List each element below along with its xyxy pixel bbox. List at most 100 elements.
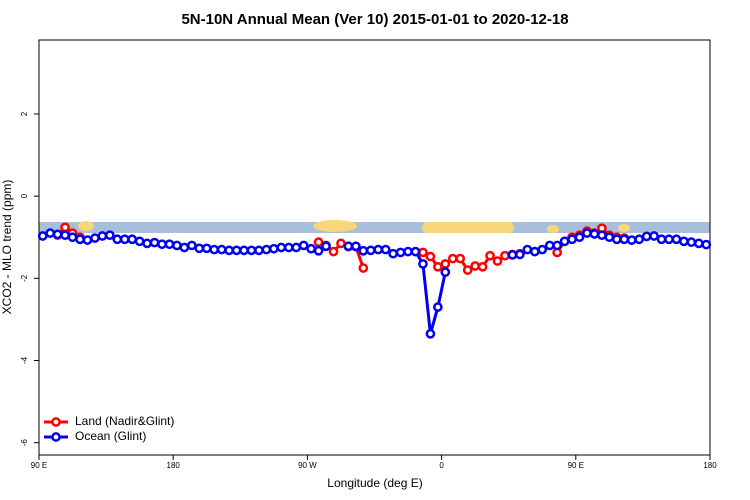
data-point [477, 261, 488, 272]
data-point [626, 235, 637, 245]
data-point [201, 243, 212, 254]
data-point [440, 267, 451, 278]
data-point [164, 239, 175, 250]
data-point [679, 236, 689, 247]
y-axis-label: XCO2 - MLO trend (ppm) [0, 180, 14, 315]
land-shape [618, 224, 630, 232]
land-shape [78, 221, 94, 231]
data-point [462, 265, 473, 275]
land-shape [422, 222, 514, 233]
data-point [52, 229, 63, 240]
data-point [664, 234, 674, 245]
data-point [418, 247, 428, 258]
legend-marker [51, 417, 61, 427]
data-point [418, 259, 428, 269]
data-point [321, 241, 331, 252]
data-point [336, 238, 346, 249]
data-point [60, 230, 70, 241]
data-point [75, 234, 85, 245]
data-point [179, 242, 190, 253]
data-point [283, 242, 294, 253]
data-point [127, 234, 138, 245]
data-point [67, 232, 78, 243]
data-point [589, 229, 600, 239]
data-point [254, 245, 264, 256]
data-point [216, 244, 227, 255]
data-point [515, 249, 525, 260]
data-point [641, 231, 652, 242]
y-tick-label: -6 [20, 439, 29, 447]
data-point [425, 251, 436, 262]
legend-label: Land (Nadir&Glint) [75, 414, 174, 428]
data-point [231, 245, 242, 256]
data-point [276, 242, 287, 253]
y-tick-label: 2 [20, 111, 29, 116]
data-point [522, 244, 533, 255]
x-tick-label: 180 [703, 461, 717, 470]
data-point [537, 244, 548, 255]
data-point [313, 237, 324, 248]
data-point [447, 253, 458, 264]
data-point [649, 231, 659, 241]
data-point [544, 240, 555, 251]
data-point [552, 240, 563, 251]
data-point [388, 248, 398, 259]
data-point [686, 237, 697, 248]
x-tick-label: 180 [167, 461, 181, 470]
y-tick-label: -4 [20, 356, 29, 364]
data-point [574, 232, 585, 243]
data-point [597, 230, 607, 241]
data-point [619, 234, 630, 245]
data-point [485, 250, 495, 261]
data-point [604, 232, 615, 243]
data-point [261, 244, 272, 255]
data-point [209, 244, 220, 255]
data-point [157, 239, 167, 250]
data-point [298, 240, 309, 251]
data-point [194, 243, 205, 254]
data-point [500, 250, 510, 261]
map-strip [39, 220, 710, 233]
land-shape [547, 225, 559, 233]
data-point [358, 245, 369, 256]
chart-title: 5N-10N Annual Mean (Ver 10) 2015-01-01 t… [181, 11, 568, 28]
data-point [701, 239, 712, 250]
data-point [634, 234, 645, 245]
data-point [656, 234, 667, 245]
data-point [559, 236, 570, 247]
data-point [410, 246, 421, 257]
data-point [45, 228, 56, 238]
data-point [611, 234, 622, 245]
data-point [470, 261, 480, 271]
data-point [313, 245, 324, 256]
data-point [351, 241, 361, 252]
data-point [142, 238, 152, 249]
data-point [239, 245, 249, 256]
data-point [440, 259, 451, 269]
legend-marker [51, 432, 61, 442]
data-point [306, 243, 316, 254]
data-point [97, 231, 108, 241]
data-point [119, 234, 130, 245]
data-point [37, 231, 48, 241]
data-point [186, 240, 197, 251]
data-point [269, 243, 279, 254]
data-point [246, 245, 257, 256]
data-point [60, 222, 70, 233]
data-point [90, 233, 100, 243]
data-point [224, 245, 234, 256]
data-point [134, 236, 145, 247]
data-point [529, 246, 540, 257]
data-point [492, 256, 503, 266]
data-point [455, 253, 466, 264]
data-point [380, 244, 391, 255]
legend-label: Ocean (Glint) [75, 429, 146, 443]
data-point [567, 234, 577, 245]
x-axis-label: Longitude (deg E) [327, 476, 422, 490]
data-point [343, 241, 354, 252]
data-point [403, 246, 413, 257]
ocean-strip [39, 222, 710, 233]
data-point [433, 302, 443, 312]
data-point [112, 234, 123, 245]
